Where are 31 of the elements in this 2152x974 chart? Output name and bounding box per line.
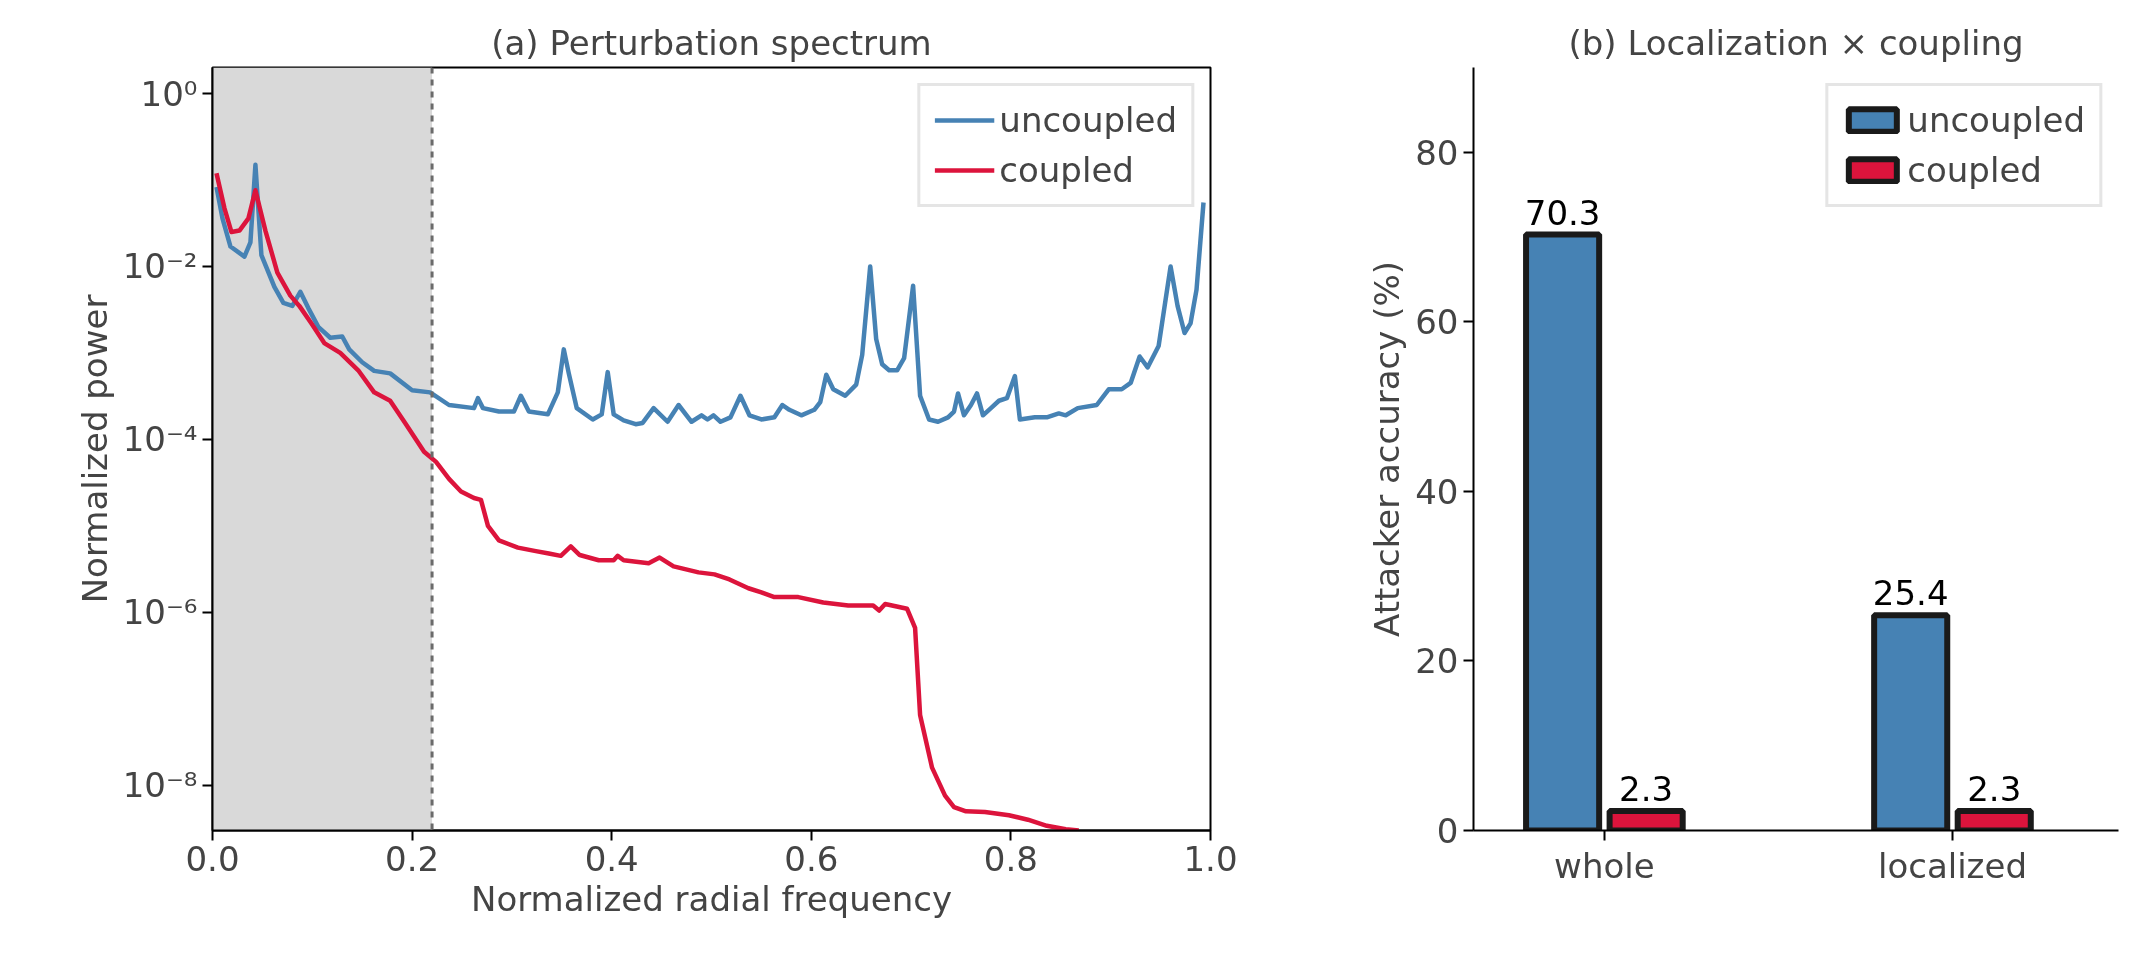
x-tick-label: whole bbox=[1554, 845, 1655, 886]
y-tick-label: 10⁻⁸ bbox=[122, 765, 198, 806]
legend-label: coupled bbox=[999, 150, 1134, 190]
y-tick-label: 10⁻⁴ bbox=[122, 419, 198, 460]
legend-label: coupled bbox=[1907, 150, 2042, 190]
x-tick-label: 0.2 bbox=[385, 838, 440, 879]
chart-title: (b) Localization × coupling bbox=[1568, 22, 2024, 63]
y-axis-title: Attacker accuracy (%) bbox=[1367, 260, 1408, 638]
data-label: 2.3 bbox=[1967, 769, 2022, 809]
legend-label: uncoupled bbox=[999, 100, 1177, 140]
data-label: 2.3 bbox=[1619, 769, 1674, 809]
y-tick-label: 10⁻² bbox=[122, 246, 198, 287]
x-tick-label: 0.0 bbox=[185, 838, 240, 879]
y-tick-label: 60 bbox=[1415, 302, 1459, 343]
y-tick-label: 20 bbox=[1415, 641, 1459, 682]
x-tick-label: 0.8 bbox=[983, 838, 1038, 879]
y-tick-label: 0 bbox=[1436, 811, 1459, 851]
y-tick-label: 40 bbox=[1415, 471, 1459, 512]
y-axis-title: Normalized power bbox=[74, 294, 115, 604]
x-tick-label: localized bbox=[1877, 845, 2027, 886]
x-tick-label: 0.4 bbox=[584, 838, 639, 879]
data-label: 25.4 bbox=[1872, 573, 1949, 614]
x-tick-label: 1.0 bbox=[1183, 838, 1238, 879]
legend-label: uncoupled bbox=[1907, 100, 2085, 140]
x-tick-label: 0.6 bbox=[784, 838, 839, 879]
y-tick-label: 10⁰ bbox=[140, 73, 198, 114]
y-tick-label: 80 bbox=[1415, 132, 1459, 173]
y-tick-label: 10⁻⁶ bbox=[122, 592, 198, 633]
chart-title: (a) Perturbation spectrum bbox=[491, 22, 932, 63]
data-label: 70.3 bbox=[1524, 192, 1601, 233]
x-axis-title: Normalized radial frequency bbox=[470, 878, 953, 919]
